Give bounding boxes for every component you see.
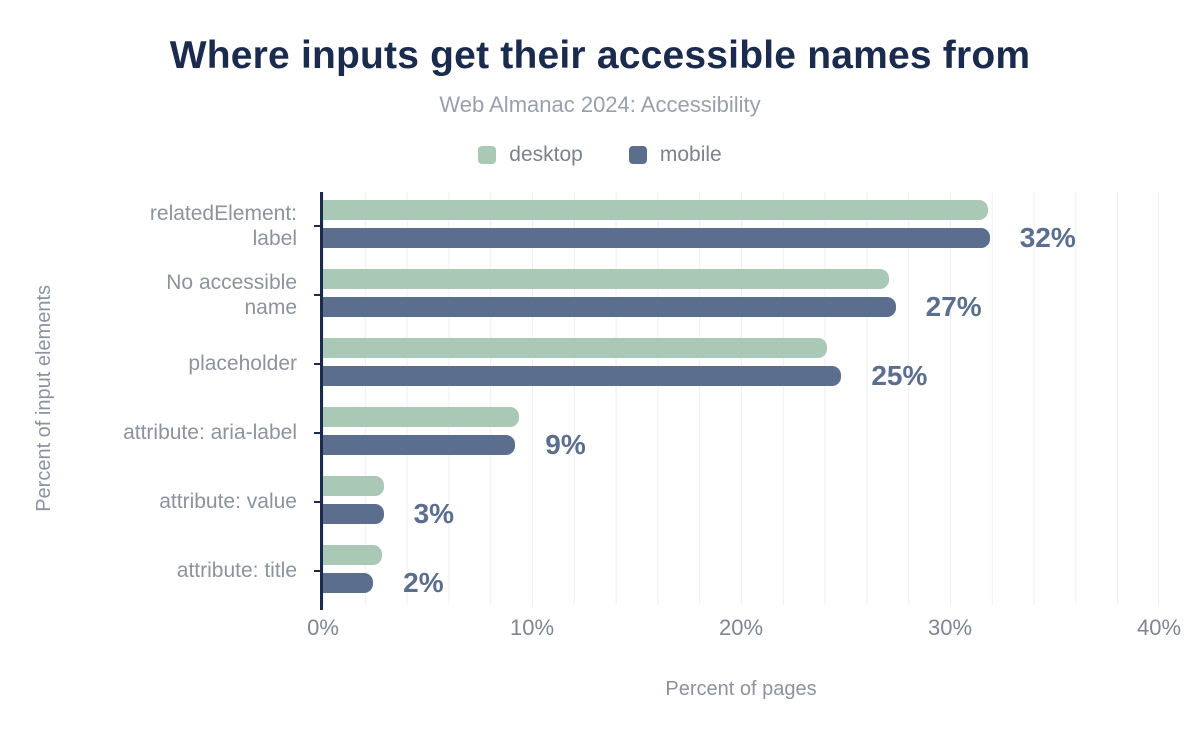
- value-label: 32%: [1019, 222, 1076, 254]
- bar-desktop: [323, 200, 988, 221]
- bar-mobile: [323, 297, 896, 318]
- bar-mobile: [323, 572, 374, 593]
- bar-desktop: [323, 406, 520, 427]
- bar-mobile-line: 9%: [323, 428, 1159, 460]
- value-label: 25%: [871, 360, 928, 392]
- bar-mobile-line: 27%: [323, 293, 1159, 321]
- bar-mobile-line: 3%: [323, 497, 1159, 529]
- category-label: attribute: title: [176, 558, 297, 582]
- bar-mobile: [323, 434, 516, 455]
- x-axis-title: Percent of pages: [665, 678, 817, 700]
- bar-desktop: [323, 544, 382, 565]
- category-label: No accessible name: [166, 270, 297, 320]
- value-label: 27%: [925, 291, 982, 323]
- gridline-right-edge: [1158, 192, 1159, 605]
- bar-group: 3%: [314, 467, 1159, 536]
- x-tick-label: 0%: [307, 615, 339, 640]
- y-axis-line: [320, 192, 323, 610]
- bar-mobile: [323, 228, 990, 249]
- legend-label-mobile: mobile: [659, 143, 722, 166]
- x-tick-label: 40%: [1136, 615, 1182, 640]
- category-label: placeholder: [188, 352, 297, 376]
- bar-rows: 32% 27% 25% 9% 3% 2%: [314, 192, 1159, 605]
- x-axis-tick-labels: 0% 10% 20% 30% 40%: [307, 615, 1181, 643]
- bar-mobile-line: 2%: [323, 566, 1159, 598]
- bar-mobile: [323, 366, 842, 387]
- bar-mobile: [323, 503, 384, 524]
- value-label: 2%: [403, 566, 444, 598]
- legend-item-mobile: mobile: [628, 143, 722, 167]
- mobile-swatch-icon: [628, 146, 647, 164]
- bar-desktop: [323, 269, 890, 290]
- chart-subtitle: Web Almanac 2024: Accessibility: [439, 92, 761, 117]
- x-tick-label: 10%: [509, 615, 555, 640]
- bar-mobile-line: 25%: [323, 362, 1159, 390]
- value-label: 3%: [413, 497, 455, 529]
- bar-group: 32%: [314, 192, 1159, 261]
- x-tick-label: 20%: [718, 615, 764, 640]
- legend-item-desktop: desktop: [478, 143, 583, 167]
- bar-desktop: [323, 475, 384, 496]
- bar-group: 27%: [314, 261, 1159, 330]
- bar-group: 2%: [314, 536, 1159, 605]
- x-tick-label: 30%: [927, 615, 973, 640]
- y-axis-category-labels: relatedElement: label No accessible name pla…: [0, 192, 310, 605]
- plot-area: 32% 27% 25% 9% 3% 2%: [314, 192, 1159, 605]
- desktop-swatch-icon: [478, 146, 497, 164]
- chart-title: Where inputs get their accessible names …: [169, 34, 1031, 77]
- category-label: relatedElement: label: [149, 201, 297, 251]
- bar-group: 9%: [314, 398, 1159, 467]
- value-label: 9%: [545, 428, 586, 460]
- bar-mobile-line: 32%: [323, 224, 1159, 252]
- legend: desktop mobile: [0, 143, 1200, 167]
- bar-group: 25%: [314, 330, 1159, 399]
- bar-desktop: [323, 338, 827, 359]
- category-label: attribute: value: [159, 489, 297, 513]
- legend-label-desktop: desktop: [509, 143, 583, 166]
- category-label: attribute: aria-label: [123, 421, 297, 445]
